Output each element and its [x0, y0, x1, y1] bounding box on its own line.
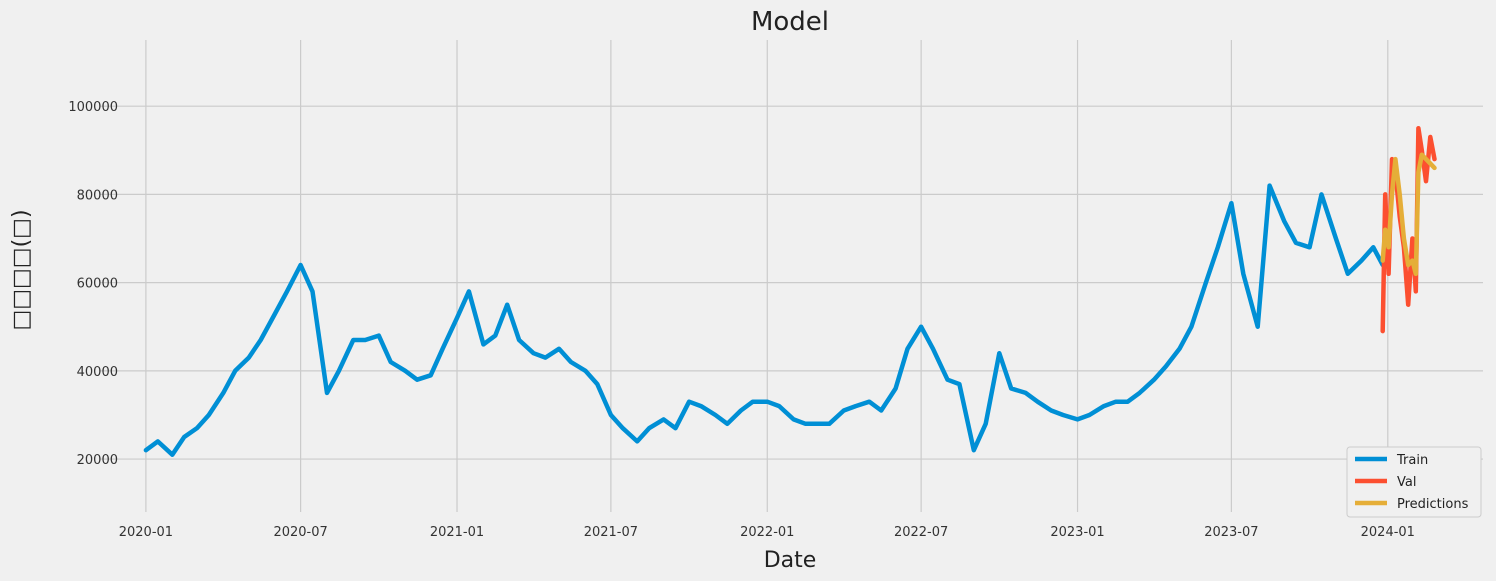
y-tick-label: 60000: [77, 277, 118, 292]
legend-label-predictions: Predictions: [1397, 497, 1469, 512]
x-tick-label: 2021-07: [584, 525, 638, 540]
legend-label-val: Val: [1397, 475, 1416, 490]
x-tick-label: 2020-01: [119, 525, 173, 540]
series-line-train: [143, 183, 1385, 457]
x-tick-label: 2022-01: [740, 525, 794, 540]
y-tick-label: 80000: [77, 188, 118, 203]
x-tick-label: 2024-01: [1361, 525, 1415, 540]
x-tick-label: 2022-07: [894, 525, 948, 540]
legend-box: [1346, 446, 1482, 518]
y-tick-label: 20000: [77, 453, 118, 468]
x-tick-label: 2020-07: [273, 525, 327, 540]
x-tick-label: 2021-01: [430, 525, 484, 540]
legend-label-train: Train: [1396, 453, 1428, 468]
tick-labels: 2020-01 2020-07 2021-01 2021-07 2022-01 2022-…: [68, 100, 1415, 540]
series-group: [143, 125, 1437, 457]
y-tick-label: 100000: [68, 100, 118, 115]
legend: Train Val Predictions: [1346, 446, 1482, 518]
y-axis-label: □□□□(□): [9, 209, 34, 330]
grid: [100, 40, 1483, 512]
chart-title: Model: [751, 7, 829, 37]
x-tick-label: 2023-07: [1204, 525, 1258, 540]
x-tick-label: 2023-01: [1050, 525, 1104, 540]
y-tick-label: 40000: [77, 365, 118, 380]
x-axis-label: Date: [764, 548, 817, 573]
series-line-predictions: [1380, 152, 1437, 277]
